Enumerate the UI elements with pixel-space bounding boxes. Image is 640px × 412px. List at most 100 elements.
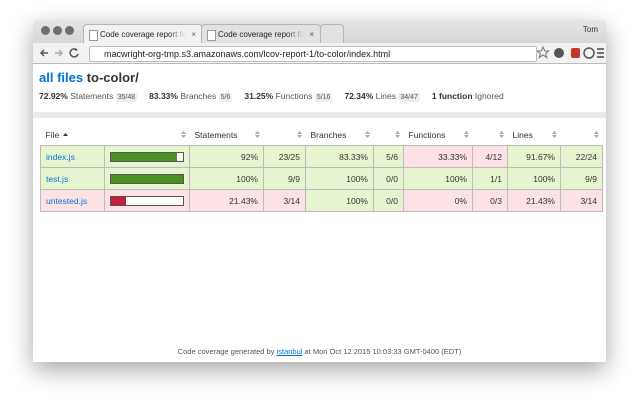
pct-cell: 100% [189, 167, 264, 190]
summary-fraction: 34/47 [398, 93, 420, 102]
tab-title: Code coverage report for t [100, 30, 186, 39]
sort-icon[interactable] [463, 131, 469, 138]
fraction-cell: 0/0 [373, 189, 404, 212]
column-header[interactable]: Lines [507, 124, 561, 146]
coverage-bar-track [110, 173, 184, 184]
bar-cell [104, 167, 190, 190]
close-button[interactable] [41, 26, 50, 35]
table-row: test.js 100% 9/9 100% 0/0 100% 1/1 100% 9/9 [40, 167, 603, 190]
summary-pct: 31.25% [244, 91, 274, 101]
separator [33, 112, 606, 118]
summary-label: Branches [180, 91, 217, 101]
fraction-cell: 9/9 [560, 167, 603, 190]
column-header-extra[interactable] [104, 124, 190, 146]
fraction-cell: 22/24 [560, 145, 603, 168]
page-heading: all files to-color/ [39, 70, 139, 85]
summary: 72.92% Statements 35/48 83.33% Branches 5… [39, 91, 516, 102]
column-header[interactable]: Branches [305, 124, 374, 146]
istanbul-link[interactable]: istanbul [276, 347, 303, 356]
browser-window: Code coverage report for t × Code coverag… [33, 20, 606, 362]
tab-title: Code coverage report for t [218, 30, 304, 39]
column-title: Branches [310, 129, 347, 140]
sort-icon[interactable] [296, 131, 302, 138]
sort-icon[interactable] [498, 131, 504, 138]
zoom-button[interactable] [65, 26, 74, 35]
file-link[interactable]: untested.js [46, 195, 88, 206]
sort-icon[interactable] [364, 131, 370, 138]
file-cell: untested.js [40, 189, 105, 212]
summary-fraction: 5/6 [218, 93, 233, 102]
toolbar: macwright-org-tmp.s3.amazonaws.com/lcov-… [33, 43, 606, 64]
fraction-cell: 1/1 [472, 167, 508, 190]
fraction-cell: 3/14 [560, 189, 603, 212]
footer: Code coverage generated by istanbul at M… [33, 347, 606, 356]
coverage-bar [111, 196, 127, 205]
coverage-bar-track [110, 195, 184, 206]
bar-cell [104, 145, 190, 168]
pct-cell: 100% [305, 189, 374, 212]
column-header-extra[interactable] [373, 124, 404, 146]
coverage-bar [111, 152, 178, 161]
column-header-extra[interactable] [560, 124, 603, 146]
coverage-bar-track [110, 151, 184, 162]
summary-item: 72.34% Lines 34/47 [344, 91, 420, 102]
pct-cell: 33.33% [403, 145, 473, 168]
fraction-cell: 0/3 [472, 189, 508, 212]
column-header[interactable]: File [40, 124, 105, 146]
column-header-extra[interactable] [263, 124, 306, 146]
file-link[interactable]: test.js [46, 173, 69, 184]
breadcrumb-link[interactable]: all files [39, 70, 84, 85]
summary-pct: 72.92% [39, 91, 68, 101]
ignored-count: 1 function [431, 91, 473, 101]
column-header[interactable]: Functions [403, 124, 473, 146]
new-tab[interactable] [320, 24, 344, 44]
fraction-cell: 3/14 [263, 189, 306, 212]
sort-icon[interactable] [593, 131, 599, 138]
pct-cell: 100% [507, 167, 561, 190]
summary-item: 72.92% Statements 35/48 [39, 91, 138, 102]
summary-label: Functions [275, 91, 313, 101]
tab-bar: Code coverage report for t × Code coverag… [33, 20, 606, 44]
coverage-bar [111, 174, 183, 183]
extensions[interactable] [537, 43, 605, 63]
sort-icon[interactable] [394, 131, 400, 138]
table-row: untested.js 21.43% 3/14 100% 0/0 0% 0/3 21.43% 3… [40, 189, 603, 212]
pct-cell: 92% [189, 145, 264, 168]
ignored: 1 function Ignored [432, 91, 504, 101]
summary-label: Statements [70, 91, 114, 101]
pct-cell: 0% [403, 189, 473, 212]
summary-pct: 72.34% [344, 91, 374, 101]
file-cell: index.js [40, 145, 105, 168]
sort-icon[interactable] [551, 131, 557, 138]
pct-cell: 100% [305, 167, 374, 190]
fraction-cell: 5/6 [373, 145, 404, 168]
column-header[interactable]: Statements [189, 124, 264, 146]
file-cell: test.js [40, 167, 105, 190]
address-bar[interactable]: macwright-org-tmp.s3.amazonaws.com/lcov-… [89, 46, 537, 62]
column-title: Lines [512, 129, 533, 140]
column-header-extra[interactable] [472, 124, 508, 146]
sort-icon[interactable] [63, 131, 69, 138]
pct-cell: 91.67% [507, 145, 561, 168]
file-link[interactable]: index.js [46, 151, 75, 162]
fraction-cell: 0/0 [373, 167, 404, 190]
tab[interactable]: Code coverage report for t × [201, 24, 321, 44]
fraction-cell: 9/9 [263, 167, 306, 190]
directory-title: to-color/ [86, 70, 139, 85]
summary-fraction: 5/16 [314, 93, 333, 102]
pct-cell: 21.43% [189, 189, 264, 212]
summary-label: Lines [375, 91, 396, 101]
footer-date: at Mon Oct 12 2015 10:03:33 GMT-0400 (ED… [304, 347, 462, 356]
pct-cell: 21.43% [507, 189, 561, 212]
fraction-cell: 23/25 [263, 145, 306, 168]
summary-pct: 83.33% [149, 91, 178, 101]
minimize-button[interactable] [53, 26, 62, 35]
user-name: Tom [582, 25, 598, 34]
table-row: index.js 92% 23/25 83.33% 5/6 33.33% 4/12 91.67… [40, 145, 603, 168]
tab[interactable]: Code coverage report for t × [83, 24, 203, 44]
nav-buttons[interactable] [37, 43, 87, 63]
sort-icon[interactable] [180, 131, 186, 138]
column-title: Statements [194, 129, 238, 140]
sort-icon[interactable] [254, 131, 260, 138]
coverage-table: File Statements Branches Functions Lines ind… [40, 124, 603, 212]
